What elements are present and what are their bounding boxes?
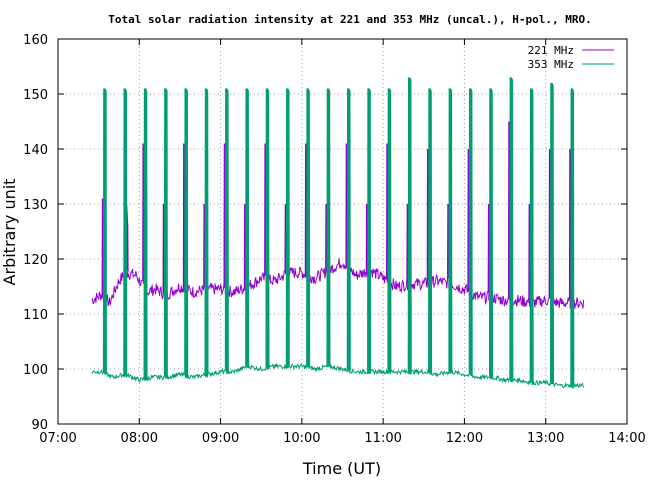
- y-tick-label: 100: [23, 363, 48, 378]
- series-line-221-mhz: [91, 121, 585, 311]
- x-tick-label: 12:00: [446, 431, 483, 446]
- y-tick-label: 160: [23, 33, 48, 48]
- x-axis-ticks: 07:00 08:00 09:00 10:00 11:00 12:00 13:00 14:00: [39, 39, 646, 446]
- chart-title: Total solar radiation intensity at 221 a…: [108, 13, 591, 26]
- x-tick-label: 14:00: [608, 431, 645, 446]
- y-axis-label: Arbitrary unit: [0, 179, 19, 286]
- y-tick-label: 110: [23, 308, 48, 323]
- x-axis-label: Time (UT): [302, 459, 381, 478]
- y-tick-label: 150: [23, 88, 48, 103]
- series-line-353-mhz: [91, 77, 585, 390]
- y-tick-label: 140: [23, 143, 48, 158]
- legend-label: 221 MHz: [528, 44, 574, 57]
- x-tick-label: 09:00: [202, 431, 239, 446]
- y-tick-label: 120: [23, 253, 48, 268]
- y-tick-label: 130: [23, 198, 48, 213]
- y-axis-ticks: 90 100 110 120 130 140 150 160: [23, 33, 627, 433]
- y-tick-label: 90: [31, 418, 48, 433]
- x-tick-label: 07:00: [39, 431, 76, 446]
- legend-label: 353 MHz: [528, 58, 574, 71]
- series-lines: [91, 77, 585, 390]
- x-tick-label: 11:00: [364, 431, 401, 446]
- x-tick-label: 10:00: [283, 431, 320, 446]
- x-tick-label: 13:00: [527, 431, 564, 446]
- x-tick-label: 08:00: [121, 431, 158, 446]
- plot-frame: [57, 38, 628, 425]
